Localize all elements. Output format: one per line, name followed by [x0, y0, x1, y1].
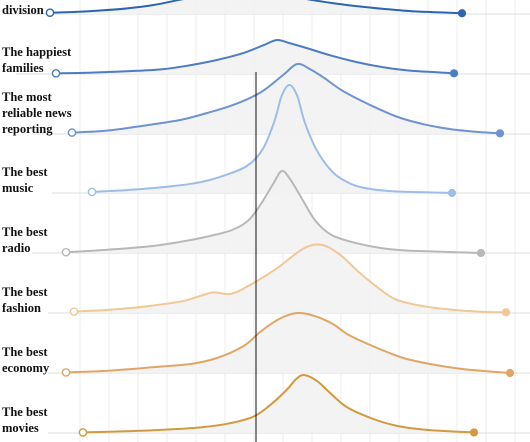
ridge-line [82, 373, 475, 434]
end-marker [476, 248, 486, 258]
ridge-series [8, 0, 530, 18]
start-marker [45, 8, 55, 18]
start-marker [69, 307, 79, 316]
ridge-line [73, 243, 507, 314]
end-marker [457, 9, 467, 18]
ridge-series [16, 38, 530, 78]
row-label: The happiest families [2, 45, 72, 75]
row-label: The best fashion [2, 285, 48, 315]
start-marker [67, 128, 77, 137]
start-marker [61, 368, 71, 377]
end-marker [469, 428, 479, 437]
row-label: division [2, 3, 44, 17]
row-label: The most reliable news reporting [2, 90, 72, 136]
ridge-line [91, 84, 453, 194]
row-label: The best radio [2, 225, 48, 255]
ridge-line [49, 0, 463, 15]
start-marker [51, 69, 61, 78]
ridge-area [74, 244, 506, 313]
start-marker [87, 187, 97, 197]
start-marker [61, 247, 71, 257]
ridge-area [83, 374, 474, 433]
end-marker [495, 129, 505, 138]
ridge-area [66, 312, 510, 373]
row-label: The best economy [2, 345, 50, 375]
ridge-area [92, 85, 452, 193]
ridge-area [66, 170, 481, 253]
ridge-series [48, 243, 530, 317]
ridge-line [65, 169, 482, 254]
ridge-series [52, 84, 530, 198]
end-marker [449, 69, 459, 78]
ridge-series [48, 311, 530, 378]
ridge-line [65, 311, 511, 374]
end-marker [447, 188, 457, 198]
end-marker [501, 308, 511, 317]
ridge-area [56, 39, 454, 74]
row-label: The best movies [2, 405, 48, 435]
ridge-area [50, 0, 462, 14]
row-label: The best music [2, 165, 48, 195]
end-marker [505, 368, 515, 378]
start-marker [78, 428, 88, 437]
ridge-series [32, 169, 530, 258]
ridge-series [48, 373, 530, 437]
ridge-line [55, 38, 455, 75]
ridge-line [71, 62, 501, 135]
